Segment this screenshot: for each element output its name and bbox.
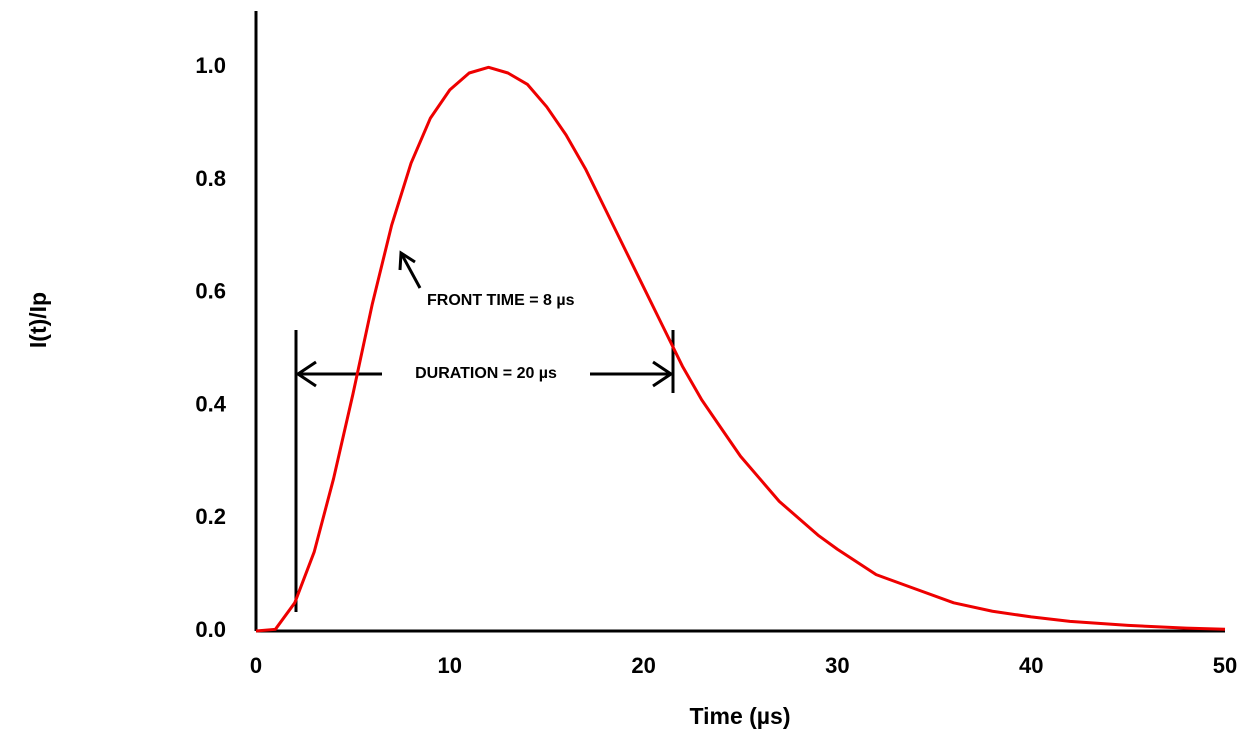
- y-axis-label: I(t)/Ip: [25, 292, 51, 348]
- y-tick-label: 0.2: [195, 504, 226, 529]
- annotation-shapes: [294, 250, 675, 612]
- arrow-head: [398, 250, 416, 271]
- x-tick-label: 0: [250, 653, 262, 678]
- arrow: [399, 252, 422, 289]
- y-tick-label: 0.0: [195, 617, 226, 642]
- x-tick-label: 10: [438, 653, 462, 678]
- y-tick-label: 1.0: [195, 53, 226, 78]
- y-tick-label: 0.4: [195, 391, 226, 416]
- y-tick-label: 0.8: [195, 166, 226, 191]
- arrow-head: [295, 360, 317, 388]
- data-line: [255, 65, 1226, 633]
- y-tick-label: 0.6: [195, 279, 226, 304]
- x-tick-label: 50: [1213, 653, 1237, 678]
- x-tick-label: 30: [825, 653, 849, 678]
- annotation: FRONT TIME = 8 µs: [427, 292, 575, 309]
- annotation: DURATION = 20 µs: [415, 365, 557, 382]
- x-axis-label: Time (µs): [689, 703, 790, 729]
- x-tick-label: 40: [1019, 653, 1043, 678]
- arrow-head: [652, 360, 674, 388]
- x-tick-label: 20: [631, 653, 655, 678]
